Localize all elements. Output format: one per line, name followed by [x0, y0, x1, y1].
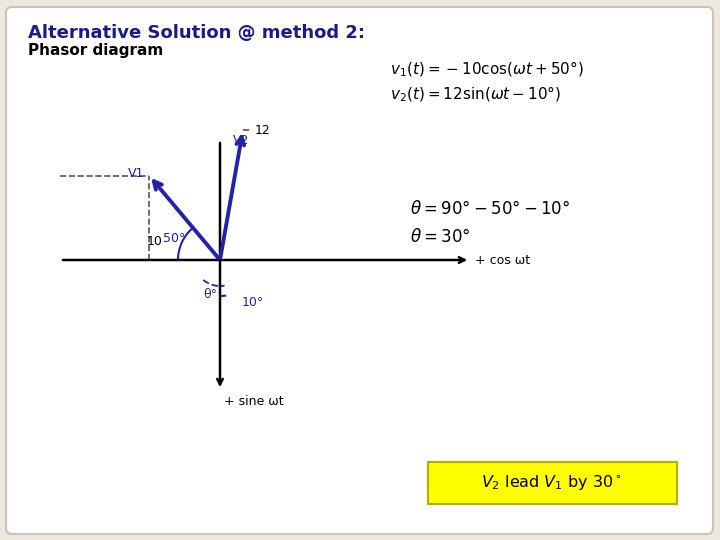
Text: + sine ωt: + sine ωt — [224, 395, 284, 408]
Text: $V_2$ lead $V_1$ by 30$^\circ$: $V_2$ lead $V_1$ by 30$^\circ$ — [482, 474, 623, 492]
FancyBboxPatch shape — [6, 7, 713, 534]
Text: θ°: θ° — [204, 288, 217, 301]
Text: $\theta = 90° - 50° - 10°$: $\theta = 90° - 50° - 10°$ — [410, 200, 570, 218]
Text: $v_1(t) = -10\cos(\omega t + 50°)$: $v_1(t) = -10\cos(\omega t + 50°)$ — [390, 60, 584, 79]
Text: 10: 10 — [146, 235, 162, 248]
Text: 50°: 50° — [163, 232, 186, 245]
Text: Alternative Solution @ method 2:: Alternative Solution @ method 2: — [28, 24, 365, 42]
Text: $\theta = 30°$: $\theta = 30°$ — [410, 228, 470, 246]
Text: Phasor diagram: Phasor diagram — [28, 43, 163, 58]
Text: + cos ωt: + cos ωt — [475, 253, 530, 267]
Text: V2: V2 — [233, 134, 249, 147]
Text: 12: 12 — [255, 124, 271, 137]
Text: V1: V1 — [128, 167, 144, 180]
Text: 10°: 10° — [242, 295, 264, 308]
FancyBboxPatch shape — [428, 462, 677, 504]
Text: $v_2(t) = 12\sin(\omega t - 10°)$: $v_2(t) = 12\sin(\omega t - 10°)$ — [390, 85, 561, 104]
